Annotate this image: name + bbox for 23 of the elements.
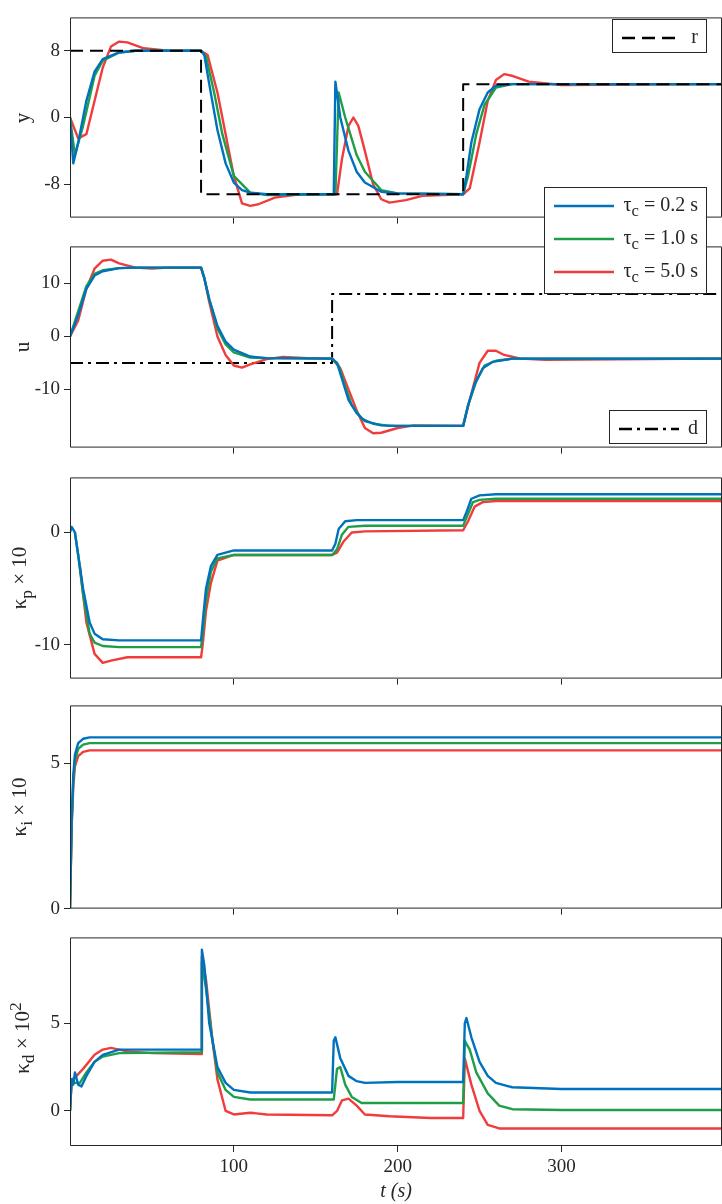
- x-axis-title: t (s): [380, 1179, 413, 1203]
- y-axis-title: u: [9, 341, 35, 353]
- legend-label: d: [688, 416, 698, 438]
- legend-label: τ$_{c}$ = 5.0 s: [623, 259, 698, 286]
- y-tick-label: -10: [34, 632, 60, 654]
- x-tick-label: 300: [547, 1155, 576, 1177]
- y-tick-label: 0: [50, 896, 60, 918]
- legend-label: r: [691, 25, 698, 47]
- y-tick-label: 0: [50, 520, 60, 542]
- y-tick-label: 8: [50, 38, 60, 60]
- legend-label: τ$_{c}$ = 0.2 s: [623, 193, 698, 220]
- y-tick-label: -8: [44, 172, 60, 194]
- y-tick-label: 5: [50, 1011, 60, 1033]
- y-tick-label: 0: [50, 324, 60, 346]
- x-tick-label: 100: [219, 1155, 249, 1177]
- y-tick-label: 5: [50, 751, 60, 773]
- legend-label: τ$_{c}$ = 1.0 s: [623, 226, 698, 253]
- y-axis-title: y: [9, 112, 35, 123]
- y-tick-label: 0: [50, 1098, 60, 1120]
- y-tick-label: 0: [50, 105, 60, 127]
- y-tick-label: -10: [34, 377, 60, 399]
- y-tick-label: 10: [41, 271, 60, 293]
- x-tick-label: 200: [383, 1155, 412, 1177]
